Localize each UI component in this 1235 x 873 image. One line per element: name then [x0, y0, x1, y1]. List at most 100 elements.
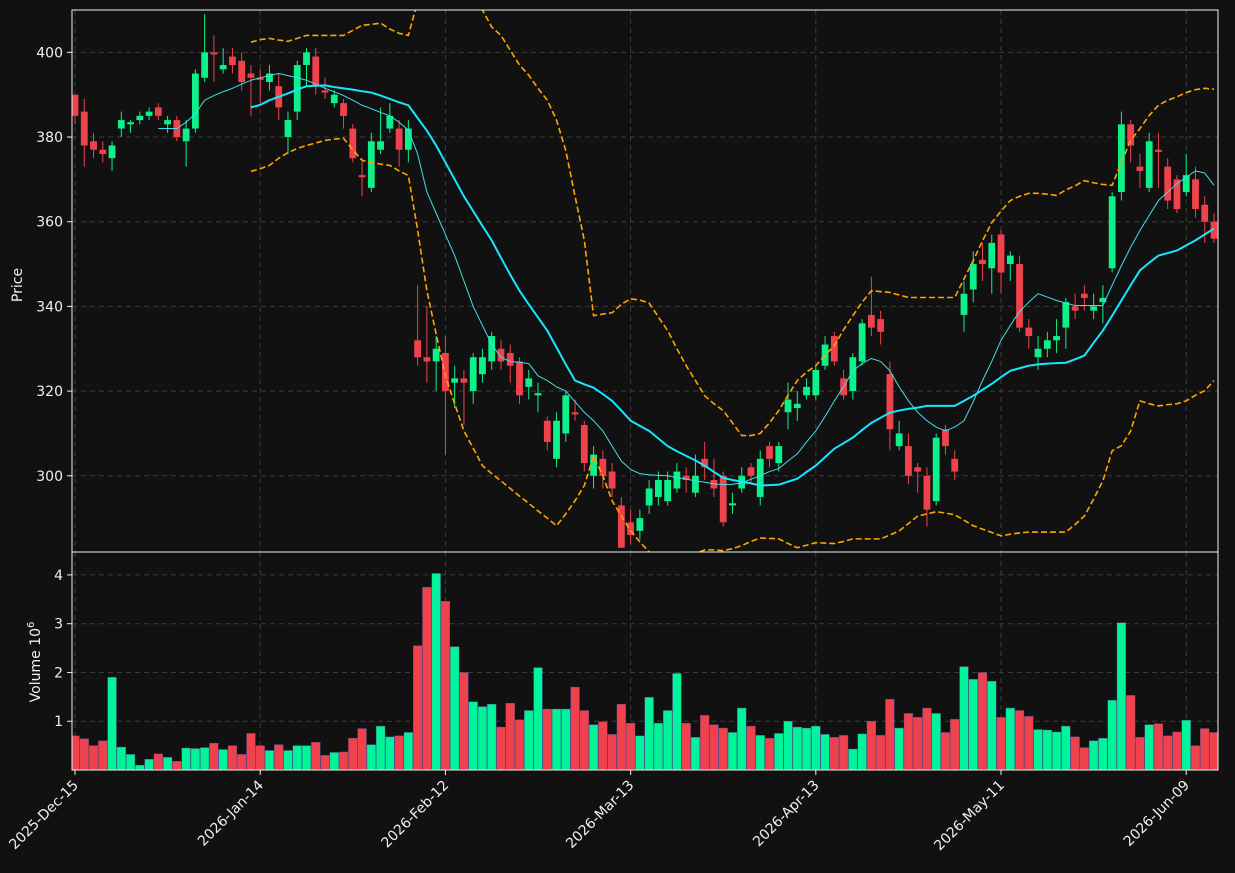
candle-body: [747, 467, 755, 476]
candle-body: [960, 293, 968, 315]
volume-bar: [681, 722, 691, 770]
candle-body: [1108, 196, 1116, 269]
volume-bar: [1070, 736, 1080, 770]
volume-bar: [422, 586, 432, 770]
volume-bar: [144, 759, 154, 770]
volume-bar: [311, 742, 321, 770]
volume-bar: [394, 735, 404, 770]
candle-body: [664, 480, 672, 502]
candle-body: [1034, 348, 1042, 358]
volume-bar: [959, 666, 969, 770]
candle-body: [775, 446, 783, 464]
candle-body: [367, 141, 375, 188]
candle-body: [321, 90, 329, 93]
y-tick-label: 400: [36, 45, 63, 61]
candle-body: [654, 480, 662, 497]
candle-body: [1155, 149, 1162, 152]
candle-body: [858, 323, 866, 362]
candle-body: [303, 52, 310, 66]
candle-body: [766, 446, 773, 459]
volume-bar: [172, 761, 182, 770]
candle-body: [460, 378, 468, 383]
volume-frame: [71, 551, 1219, 771]
candle-body: [154, 107, 162, 116]
volume-bar: [181, 747, 191, 770]
volume-bar: [1051, 731, 1062, 770]
volume-bar: [274, 744, 284, 770]
candle-body: [1071, 306, 1079, 311]
candle-body: [414, 340, 422, 358]
candle-body: [571, 412, 579, 415]
volume-bar: [1190, 745, 1201, 770]
candle-body: [1016, 264, 1023, 328]
candle-body: [1201, 204, 1209, 222]
candle-body: [386, 115, 394, 129]
volume-bar: [88, 745, 99, 770]
candle-body: [191, 73, 199, 129]
candle-body: [590, 454, 597, 476]
candle-body: [599, 458, 607, 476]
candle-body: [627, 522, 635, 536]
volume-bar: [672, 673, 682, 770]
candle-body: [867, 314, 875, 328]
candle-body: [701, 458, 709, 468]
candle-body: [719, 475, 727, 523]
candle-body: [432, 348, 440, 362]
candle-body: [942, 429, 949, 447]
volume-bar: [385, 736, 395, 770]
indicator-line: [250, 10, 1215, 437]
candle-body: [377, 141, 384, 150]
candle-body: [553, 420, 560, 459]
volume-bar: [811, 725, 821, 770]
candle-body: [580, 424, 588, 464]
volume-bar: [950, 719, 960, 770]
volume-bar: [227, 745, 238, 770]
candle-body: [534, 393, 542, 396]
candle-body: [451, 378, 459, 383]
volume-bar: [413, 645, 423, 770]
volume-bar: [440, 601, 451, 770]
candle-body: [442, 352, 449, 392]
candle-body: [525, 378, 533, 387]
volume-bar: [598, 721, 608, 770]
volume-bar: [801, 727, 812, 770]
volume-bar: [135, 764, 145, 770]
candle-body: [617, 505, 625, 548]
volume-bar: [987, 681, 997, 770]
volume-bar: [996, 717, 1006, 770]
candle-body: [932, 437, 940, 502]
volume-bar: [301, 745, 312, 770]
volume-bar: [653, 722, 663, 770]
volume-bar: [690, 737, 701, 770]
volume-bar: [1163, 735, 1173, 770]
candle-body: [358, 175, 366, 178]
y-tick-label: 2: [54, 665, 63, 681]
indicator-line: [158, 73, 1215, 486]
volume-bar: [838, 735, 849, 770]
volume-bar: [848, 748, 858, 770]
candle-body: [886, 374, 894, 430]
candle-body: [979, 259, 986, 265]
volume-bar: [200, 747, 210, 770]
candle-body: [312, 56, 320, 87]
volume-bar: [931, 713, 941, 770]
volume-bar: [468, 701, 478, 770]
candle-body: [72, 94, 79, 116]
candle-body: [256, 77, 264, 80]
candle-body: [951, 458, 959, 472]
candle-body: [247, 73, 255, 78]
volume-bar: [940, 732, 951, 770]
candle-body: [830, 336, 838, 362]
candle-body: [562, 395, 570, 434]
candle-body: [1210, 221, 1218, 239]
volume-bar: [283, 750, 293, 770]
candle-body: [803, 386, 810, 396]
volume-bar: [718, 727, 728, 770]
volume-bar: [876, 735, 886, 770]
candle-body: [395, 128, 403, 150]
candle-body: [1127, 124, 1135, 146]
y-tick-label: 1: [54, 714, 63, 730]
volume-bar: [1042, 729, 1052, 770]
volume-bar: [1144, 724, 1154, 770]
candle-body: [210, 52, 218, 55]
